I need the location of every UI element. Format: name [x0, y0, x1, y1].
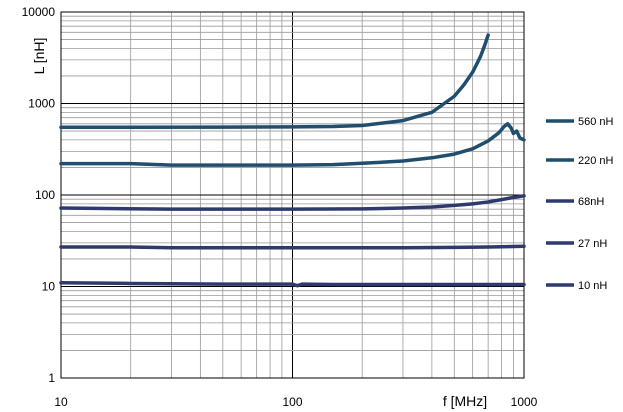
- x-tick-labels: 10 100 1000: [54, 395, 537, 409]
- y-tick-label: 1: [48, 371, 55, 385]
- grid-lines: [60, 11, 525, 379]
- series-line-4: [59, 280, 526, 288]
- legend-label: 10 nH: [578, 280, 607, 292]
- x-tick-label: 10: [54, 395, 68, 409]
- legend: 560 nH 220 nH 68nH 27 nH 10 nH: [546, 116, 614, 292]
- series-lines: [59, 33, 526, 288]
- x-axis-label: f [MHz]: [443, 393, 487, 409]
- legend-label: 220 nH: [578, 155, 614, 167]
- legend-label: 68nH: [578, 196, 604, 208]
- legend-label: 560 nH: [578, 116, 614, 128]
- x-tick-label: 1000: [511, 395, 538, 409]
- legend-label: 27 nH: [578, 238, 607, 250]
- series-line-3: [59, 244, 526, 250]
- x-tick-label: 100: [282, 395, 302, 409]
- y-tick-label: 10: [42, 280, 56, 294]
- series-line-0: [59, 33, 490, 130]
- y-tick-label: 10000: [22, 5, 56, 19]
- series-line-2: [59, 194, 526, 211]
- y-tick-label: 1000: [28, 97, 55, 111]
- y-tick-labels: 1 10 100 1000 10000: [22, 5, 56, 385]
- y-axis-label: L [nH]: [31, 38, 47, 75]
- series-line-1: [59, 122, 526, 167]
- y-tick-label: 100: [35, 188, 55, 202]
